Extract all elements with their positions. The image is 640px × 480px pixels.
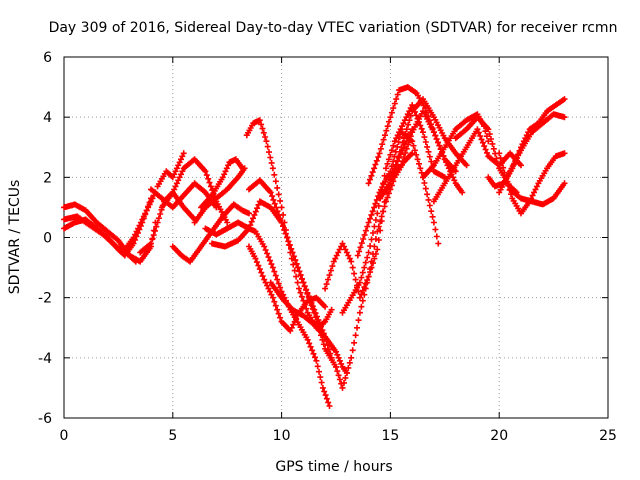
x-tick-label: 15 — [381, 428, 399, 444]
series-arc25 — [387, 108, 466, 196]
data-point-markers — [191, 165, 248, 226]
y-tick-label: -2 — [38, 291, 52, 307]
y-tick-label: -4 — [38, 351, 52, 367]
series-arc8 — [154, 150, 187, 190]
series-arc10 — [191, 165, 248, 226]
series-arc9 — [169, 201, 252, 265]
data-point-markers — [198, 156, 246, 211]
data-point-markers — [387, 108, 466, 196]
y-tick-label: 2 — [43, 170, 52, 186]
chart-title: Day 309 of 2016, Sidereal Day-to-day VTE… — [49, 20, 618, 36]
series-arc3 — [61, 213, 159, 265]
ticks: 0 5 10 15 20 25 -6 -4 -2 0 2 4 6 — [38, 50, 617, 444]
series-arc4 — [121, 189, 159, 253]
series-arc18 — [267, 279, 350, 376]
data-point-markers — [496, 150, 568, 217]
data-point-markers — [246, 243, 329, 334]
series-arc11 — [198, 156, 246, 211]
series-arc31 — [496, 150, 568, 217]
y-tick-label: 6 — [43, 50, 52, 66]
x-tick-label: 20 — [490, 428, 508, 444]
x-tick-label: 5 — [168, 428, 177, 444]
x-tick-label: 25 — [599, 428, 617, 444]
y-tick-label: 4 — [43, 110, 52, 126]
data-marks — [61, 84, 568, 409]
data-point-markers — [61, 213, 159, 265]
data-point-markers — [507, 180, 568, 208]
data-point-markers — [267, 279, 350, 376]
data-point-markers — [169, 201, 252, 265]
x-tick-label: 10 — [273, 428, 291, 444]
data-point-markers — [121, 189, 159, 253]
y-tick-label: -6 — [38, 411, 52, 427]
data-point-markers — [154, 150, 187, 190]
x-axis-label: GPS time / hours — [275, 459, 392, 475]
series-arc32 — [507, 180, 568, 208]
y-axis-label: SDTVAR / TECUs — [7, 180, 23, 295]
x-tick-label: 0 — [60, 428, 69, 444]
series-arc16 — [246, 243, 329, 334]
y-tick-label: 0 — [43, 231, 52, 247]
